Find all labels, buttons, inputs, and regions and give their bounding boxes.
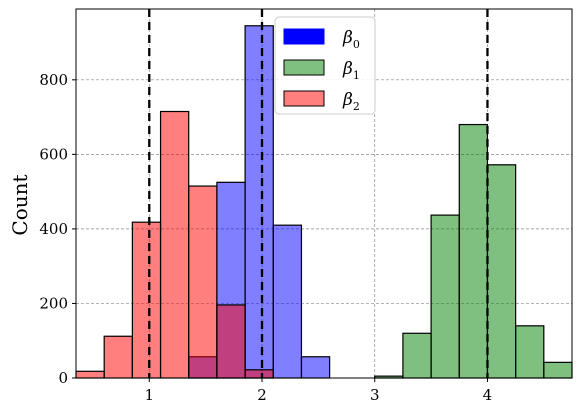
vline-layer — [148, 9, 489, 378]
histogram-bar — [244, 369, 274, 379]
histogram-bar — [272, 224, 303, 379]
histogram-bar — [458, 123, 489, 379]
x-tick-label: 2 — [257, 386, 267, 404]
legend-swatch — [283, 28, 325, 45]
series-1 — [374, 123, 573, 379]
histogram-bar — [103, 335, 133, 379]
histogram-bar — [300, 356, 331, 379]
x-tick-label: 1 — [144, 386, 154, 404]
legend-subscript: 2 — [353, 100, 360, 113]
histogram-bar — [402, 332, 432, 379]
y-tick-label: 600 — [39, 145, 68, 163]
histogram-bar — [75, 370, 105, 379]
y-tick-label: 0 — [58, 369, 68, 387]
legend-swatch — [283, 90, 325, 107]
histogram-bar — [515, 325, 545, 379]
plot-frame — [75, 8, 573, 379]
histogram-bar — [159, 110, 190, 379]
axes-layer: 1 2 3 4 0 200 400 600 800 — [39, 8, 573, 404]
bars-layer — [75, 25, 573, 379]
histogram-bar — [188, 185, 218, 379]
legend-swatch — [283, 59, 325, 76]
y-tick-label: 400 — [39, 220, 68, 238]
histogram-bar — [430, 214, 460, 379]
y-tick-label: 200 — [39, 294, 68, 312]
histogram-bar — [486, 164, 517, 379]
x-tick-label: 3 — [370, 386, 380, 404]
histogram-bar — [543, 361, 573, 379]
legend-subscript: 0 — [353, 38, 360, 51]
x-tick-label: 4 — [483, 386, 493, 404]
legend-subscript: 1 — [353, 69, 360, 82]
y-tick-label: 800 — [39, 71, 68, 89]
histogram-bar — [216, 304, 246, 379]
histogram-bar — [244, 25, 274, 379]
histogram-bar — [131, 221, 162, 379]
y-axis-label: Count — [8, 174, 32, 235]
